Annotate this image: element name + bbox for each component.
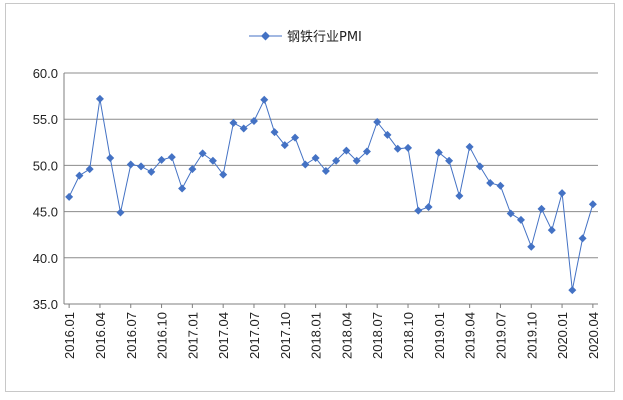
data-point — [486, 178, 495, 187]
data-point — [137, 162, 146, 171]
y-tick-label: 40.0 — [33, 251, 58, 266]
data-point — [167, 153, 176, 162]
y-tick-label: 45.0 — [33, 205, 58, 220]
data-point — [126, 160, 135, 169]
x-tick-label: 2018.07 — [370, 312, 385, 359]
data-point — [434, 148, 443, 157]
y-tick-label: 50.0 — [33, 158, 58, 173]
legend-label: 钢铁行业PMI — [287, 30, 362, 45]
data-point — [95, 94, 104, 103]
data-point — [229, 118, 238, 127]
data-point — [85, 165, 94, 174]
data-point — [475, 162, 484, 171]
data-point — [516, 215, 525, 224]
data-point — [219, 170, 228, 179]
data-point — [106, 154, 115, 163]
data-point — [291, 133, 300, 142]
x-tick-label: 2016.04 — [93, 312, 108, 359]
x-tick-label: 2017.07 — [247, 312, 262, 359]
y-tick-label: 55.0 — [33, 112, 58, 127]
data-point — [249, 117, 258, 126]
data-point — [424, 202, 433, 211]
chart-frame — [5, 3, 615, 392]
data-point — [496, 181, 505, 190]
series-line — [68, 98, 594, 291]
data-point — [321, 166, 330, 175]
data-point — [75, 171, 84, 180]
data-point — [65, 192, 74, 201]
data-point — [527, 242, 536, 251]
x-tick-label: 2016.01 — [62, 312, 77, 359]
data-point — [465, 142, 474, 151]
x-tick-label: 2018.04 — [339, 312, 354, 359]
data-point — [414, 206, 423, 215]
x-tick-label: 2018.01 — [309, 312, 324, 359]
data-point — [208, 156, 217, 165]
data-point — [342, 146, 351, 155]
data-point — [455, 191, 464, 200]
x-tick-label: 2018.10 — [401, 312, 416, 359]
data-point — [578, 234, 587, 243]
data-point — [116, 208, 125, 217]
data-point — [506, 209, 515, 218]
series — [65, 94, 597, 295]
data-point — [301, 160, 310, 169]
data-point — [445, 156, 454, 165]
data-point — [270, 128, 279, 137]
data-point — [404, 143, 413, 152]
x-tick-labels: 2016.01 2016.04 2016.07 2016.10 2017.01 2017.… — [62, 304, 601, 359]
data-point — [280, 141, 289, 150]
data-point — [260, 95, 269, 104]
data-point — [352, 156, 361, 165]
data-point — [568, 286, 577, 295]
y-tick-labels: 35.0 40.0 45.0 50.0 55.0 60.0 — [33, 66, 58, 312]
data-point — [311, 154, 320, 163]
x-tick-label: 2019.10 — [524, 312, 539, 359]
data-point — [198, 149, 207, 158]
data-point — [157, 155, 166, 164]
x-tick-label: 2019.01 — [432, 312, 447, 359]
data-point — [547, 226, 556, 235]
x-tick-label: 2019.07 — [493, 312, 508, 359]
x-tick-label: 2020.04 — [586, 312, 601, 359]
data-point — [239, 124, 248, 133]
y-tick-label: 35.0 — [33, 297, 58, 312]
data-point — [383, 130, 392, 139]
x-tick-label: 2016.07 — [124, 312, 139, 359]
data-point — [147, 167, 156, 176]
data-point — [537, 204, 546, 213]
x-tick-label: 2017.10 — [278, 312, 293, 359]
x-tick-label: 2017.01 — [185, 312, 200, 359]
y-tick-label: 60.0 — [33, 66, 58, 81]
legend-marker-icon — [261, 31, 270, 41]
x-tick-label: 2016.10 — [155, 312, 170, 359]
x-tick-label: 2017.04 — [216, 312, 231, 359]
x-tick-label: 2019.04 — [463, 312, 478, 359]
axes — [63, 73, 598, 305]
data-point — [332, 156, 341, 165]
x-tick-label: 2020.01 — [555, 312, 570, 359]
data-point — [558, 189, 567, 198]
data-point — [178, 184, 187, 193]
data-point — [188, 165, 197, 174]
legend: 钢铁行业PMI — [249, 30, 362, 45]
data-point — [373, 117, 382, 126]
data-point — [362, 147, 371, 156]
data-point — [393, 144, 402, 153]
data-point — [588, 200, 597, 209]
